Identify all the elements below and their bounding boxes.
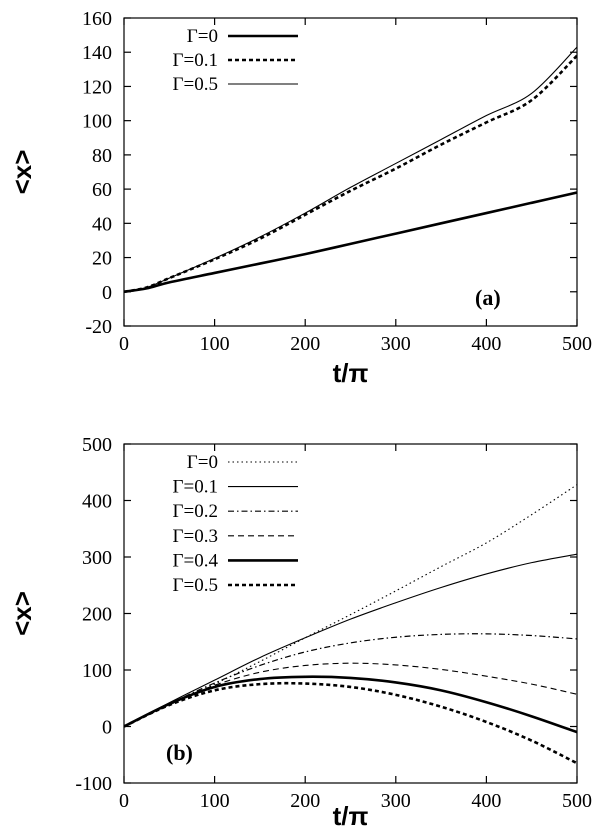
x-tick-label: 100 (200, 333, 230, 355)
y-tick-label: 60 (92, 179, 112, 201)
y-tick-label: 400 (82, 491, 112, 513)
legend-label: Γ=0.5 (173, 575, 218, 596)
series-line (124, 681, 577, 765)
y-tick-label: 100 (82, 660, 112, 682)
legend-label: Γ=0.3 (173, 526, 218, 547)
legend-label: Γ=0.1 (173, 50, 218, 71)
y-tick-label: 120 (82, 76, 112, 98)
x-tick-label: 300 (381, 790, 411, 812)
y-tick-label: -20 (85, 316, 112, 338)
series-line (124, 675, 577, 734)
panel-label: (a) (475, 285, 501, 310)
series-line (124, 553, 577, 727)
y-tick-label: 40 (92, 213, 112, 235)
legend-label: Γ=0.1 (173, 477, 218, 498)
plot-frame (123, 17, 578, 327)
x-tick-label: 0 (119, 333, 129, 355)
y-tick-label: 0 (102, 717, 112, 739)
y-tick-label: 300 (82, 547, 112, 569)
x-tick-label: 400 (471, 790, 501, 812)
chart-panel-a: 0 100 200 300 400 500 -20 0 20 40 60 80 100 120 140 160… (7, 8, 592, 388)
x-tick-label: 500 (562, 333, 592, 355)
series-line (124, 46, 577, 293)
legend-label: Γ=0 (187, 452, 218, 473)
y-tick-label: 500 (82, 434, 112, 456)
y-axis-title: <x> (7, 150, 37, 195)
x-tick-label: 200 (290, 790, 320, 812)
chart-panel-b: 0 100 200 300 400 500 -100 0 100 200 300 400 500 t/π <… (7, 434, 592, 831)
series-line (124, 633, 577, 728)
y-tick-label: 80 (92, 145, 112, 167)
legend-label: Γ=0.5 (173, 74, 218, 95)
x-tick-label: 400 (471, 333, 501, 355)
panel-label: (b) (166, 740, 193, 765)
y-axis-title: <x> (7, 591, 37, 636)
x-axis-title: t/π (333, 358, 369, 388)
y-tick-label: 140 (82, 42, 112, 64)
x-tick-label: 200 (290, 333, 320, 355)
x-axis-title: t/π (333, 801, 369, 831)
y-tick-label: 100 (82, 111, 112, 133)
x-tick-label: 500 (562, 790, 592, 812)
series-line (124, 484, 577, 727)
y-tick-label: 0 (102, 282, 112, 304)
legend-label: Γ=0 (187, 26, 218, 47)
x-tick-label: 100 (200, 790, 230, 812)
series-line (124, 191, 577, 294)
y-tick-label: 20 (92, 248, 112, 270)
y-tick-label: 160 (82, 8, 112, 30)
y-tick-label: -100 (75, 773, 112, 795)
y-tick-label: 200 (82, 604, 112, 626)
legend-label: Γ=0.2 (173, 501, 218, 522)
legend-label: Γ=0.4 (173, 550, 219, 571)
x-tick-label: 0 (119, 790, 129, 812)
x-tick-label: 300 (381, 333, 411, 355)
